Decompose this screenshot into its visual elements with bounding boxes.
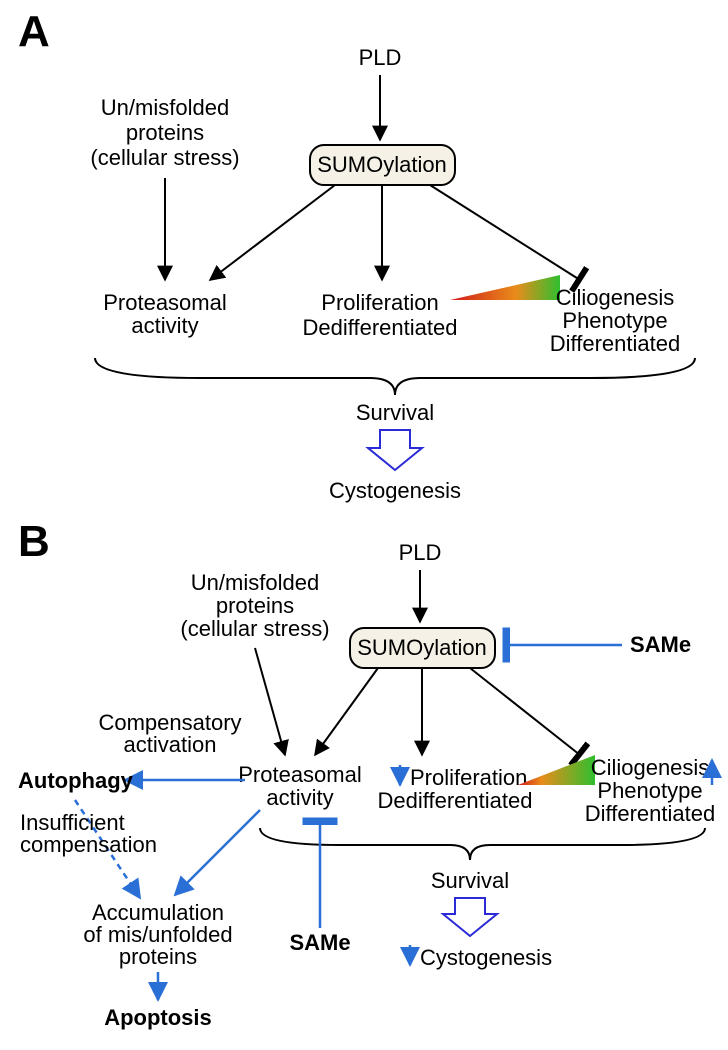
panel-letter-b: B [18,517,50,566]
stress-a-1: Un/misfolded [101,95,229,120]
inscomp-2: compensation [20,832,157,857]
stress-a-3: (cellular stress) [90,145,239,170]
prot-a-2: activity [131,313,198,338]
prot-b-2: activity [266,785,333,810]
bar-sumo-cilio-a [430,185,580,280]
cysto-a: Cystogenesis [329,478,461,503]
compact-2: activation [124,732,217,757]
arrow-stress-prot-b [255,648,285,755]
pld-label-a: PLD [359,45,402,70]
prolif-a: Proliferation [321,290,438,315]
diagram-figure: A PLD Un/misfolded proteins (cellular st… [0,0,728,1050]
brace-b [260,828,705,860]
cilio-b-1: Ciliogenesis [591,755,710,780]
stress-b-1: Un/misfolded [191,570,319,595]
bar-sumo-cilio-b [470,668,580,755]
survival-b: Survival [431,868,509,893]
stress-b-2: proteins [216,593,294,618]
prot-a-1: Proteasomal [103,290,227,315]
stress-b-3: (cellular stress) [180,616,329,641]
prot-b-1: Proteasomal [238,762,362,787]
same-label-b: SAMe [630,632,691,657]
arrow-prot-accum [175,810,260,895]
sumo-label-b: SUMOylation [357,635,487,660]
sumo-label-a: SUMOylation [317,152,447,177]
gradient-triangle-a [450,275,560,300]
same2-label: SAMe [289,930,350,955]
hollow-arrow-a [368,430,422,470]
brace-a [95,358,695,395]
cilio-a-2: Phenotype [562,308,667,333]
gradient-triangle-b [518,755,595,785]
arrow-sumo-prot-a [210,185,335,280]
dediff-a: Dedifferentiated [303,315,458,340]
diff-b: Differentiated [585,801,715,826]
accum-3: proteins [119,944,197,969]
cilio-b-2: Phenotype [597,778,702,803]
hollow-arrow-b [443,898,497,936]
cilio-a-1: Ciliogenesis [556,285,675,310]
panel-b: B PLD Un/misfolded proteins (cellular st… [18,517,715,1030]
panel-letter-a: A [18,7,50,56]
stress-a-2: proteins [126,120,204,145]
prolif-b: Proliferation [410,765,527,790]
panel-a: A PLD Un/misfolded proteins (cellular st… [18,7,695,503]
arrow-sumo-prot-b [315,668,378,755]
apoptosis-label: Apoptosis [104,1005,212,1030]
pld-label-b: PLD [399,540,442,565]
cysto-b: Cystogenesis [420,945,552,970]
diff-a: Differentiated [550,331,680,356]
dediff-b: Dedifferentiated [378,788,533,813]
survival-a: Survival [356,400,434,425]
autophagy-label: Autophagy [18,768,134,793]
